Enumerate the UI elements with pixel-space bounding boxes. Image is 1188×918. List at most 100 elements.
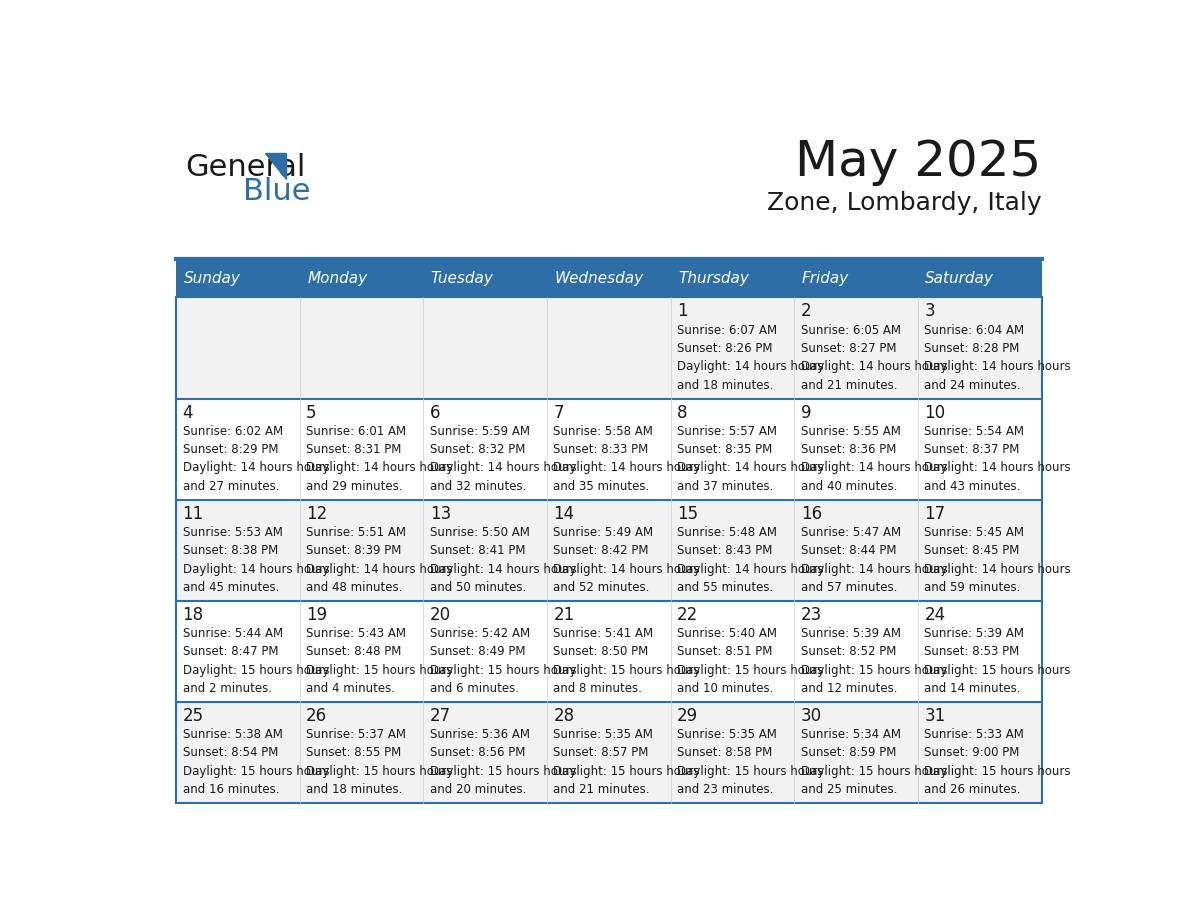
Text: and 2 minutes.: and 2 minutes. xyxy=(183,682,272,695)
Text: 17: 17 xyxy=(924,505,946,522)
Text: Daylight: 14 hours hours: Daylight: 14 hours hours xyxy=(307,462,453,475)
Text: Daylight: 15 hours hours: Daylight: 15 hours hours xyxy=(183,765,329,778)
Text: Sunset: 8:26 PM: Sunset: 8:26 PM xyxy=(677,342,772,355)
Text: 6: 6 xyxy=(430,404,441,421)
Text: Sunset: 8:33 PM: Sunset: 8:33 PM xyxy=(554,443,649,456)
Text: and 59 minutes.: and 59 minutes. xyxy=(924,581,1020,594)
Text: 12: 12 xyxy=(307,505,328,522)
Text: Sunrise: 5:53 AM: Sunrise: 5:53 AM xyxy=(183,526,283,539)
Text: Sunrise: 5:58 AM: Sunrise: 5:58 AM xyxy=(554,425,653,438)
Text: 16: 16 xyxy=(801,505,822,522)
Text: 27: 27 xyxy=(430,707,451,724)
Text: Sunset: 8:41 PM: Sunset: 8:41 PM xyxy=(430,544,525,557)
Text: Sunset: 8:37 PM: Sunset: 8:37 PM xyxy=(924,443,1019,456)
Text: Daylight: 15 hours hours: Daylight: 15 hours hours xyxy=(183,664,329,677)
Text: Sunrise: 6:05 AM: Sunrise: 6:05 AM xyxy=(801,324,901,337)
Text: and 45 minutes.: and 45 minutes. xyxy=(183,581,279,594)
Text: and 23 minutes.: and 23 minutes. xyxy=(677,783,773,796)
Text: Sunset: 8:55 PM: Sunset: 8:55 PM xyxy=(307,746,402,759)
Text: 1: 1 xyxy=(677,302,688,320)
Text: Sunrise: 5:40 AM: Sunrise: 5:40 AM xyxy=(677,627,777,640)
Text: Daylight: 14 hours hours: Daylight: 14 hours hours xyxy=(677,361,823,374)
Text: and 29 minutes.: and 29 minutes. xyxy=(307,480,403,493)
Text: Sunrise: 5:33 AM: Sunrise: 5:33 AM xyxy=(924,728,1024,741)
Text: and 43 minutes.: and 43 minutes. xyxy=(924,480,1020,493)
Text: Daylight: 14 hours hours: Daylight: 14 hours hours xyxy=(677,563,823,576)
Text: 5: 5 xyxy=(307,404,317,421)
Text: Daylight: 14 hours hours: Daylight: 14 hours hours xyxy=(801,462,947,475)
Text: Sunset: 9:00 PM: Sunset: 9:00 PM xyxy=(924,746,1019,759)
Text: 18: 18 xyxy=(183,606,203,623)
Text: Blue: Blue xyxy=(244,177,311,207)
FancyBboxPatch shape xyxy=(176,701,1042,803)
Text: Daylight: 14 hours hours: Daylight: 14 hours hours xyxy=(677,462,823,475)
FancyBboxPatch shape xyxy=(176,499,1042,600)
Text: Sunrise: 5:44 AM: Sunrise: 5:44 AM xyxy=(183,627,283,640)
Text: Sunrise: 5:35 AM: Sunrise: 5:35 AM xyxy=(677,728,777,741)
Text: 3: 3 xyxy=(924,302,935,320)
Text: Tuesday: Tuesday xyxy=(431,271,494,285)
Text: May 2025: May 2025 xyxy=(795,139,1042,186)
Text: Daylight: 15 hours hours: Daylight: 15 hours hours xyxy=(924,664,1070,677)
Text: Sunset: 8:51 PM: Sunset: 8:51 PM xyxy=(677,645,772,658)
Text: Sunrise: 5:37 AM: Sunrise: 5:37 AM xyxy=(307,728,406,741)
Text: Sunset: 8:47 PM: Sunset: 8:47 PM xyxy=(183,645,278,658)
Text: Sunrise: 5:39 AM: Sunrise: 5:39 AM xyxy=(801,627,901,640)
Text: Daylight: 15 hours hours: Daylight: 15 hours hours xyxy=(677,664,823,677)
FancyBboxPatch shape xyxy=(176,297,1042,398)
Text: 8: 8 xyxy=(677,404,688,421)
Text: Daylight: 14 hours hours: Daylight: 14 hours hours xyxy=(430,563,576,576)
Text: Sunset: 8:38 PM: Sunset: 8:38 PM xyxy=(183,544,278,557)
Text: Sunrise: 6:01 AM: Sunrise: 6:01 AM xyxy=(307,425,406,438)
Text: 15: 15 xyxy=(677,505,699,522)
Text: Daylight: 14 hours hours: Daylight: 14 hours hours xyxy=(554,462,700,475)
Text: 4: 4 xyxy=(183,404,194,421)
Text: Sunrise: 6:02 AM: Sunrise: 6:02 AM xyxy=(183,425,283,438)
Text: Sunset: 8:27 PM: Sunset: 8:27 PM xyxy=(801,342,896,355)
Text: 19: 19 xyxy=(307,606,328,623)
Text: Sunset: 8:43 PM: Sunset: 8:43 PM xyxy=(677,544,772,557)
Text: Daylight: 15 hours hours: Daylight: 15 hours hours xyxy=(307,765,453,778)
Text: Sunday: Sunday xyxy=(183,271,240,285)
Text: Daylight: 14 hours hours: Daylight: 14 hours hours xyxy=(307,563,453,576)
FancyBboxPatch shape xyxy=(176,600,1042,701)
Text: Daylight: 15 hours hours: Daylight: 15 hours hours xyxy=(801,664,947,677)
Text: Sunset: 8:42 PM: Sunset: 8:42 PM xyxy=(554,544,649,557)
Text: Daylight: 15 hours hours: Daylight: 15 hours hours xyxy=(554,664,700,677)
Text: Sunrise: 5:57 AM: Sunrise: 5:57 AM xyxy=(677,425,777,438)
Text: Sunrise: 5:50 AM: Sunrise: 5:50 AM xyxy=(430,526,530,539)
Text: Monday: Monday xyxy=(308,271,367,285)
Text: Sunset: 8:36 PM: Sunset: 8:36 PM xyxy=(801,443,896,456)
Text: Daylight: 15 hours hours: Daylight: 15 hours hours xyxy=(430,765,576,778)
Text: Daylight: 15 hours hours: Daylight: 15 hours hours xyxy=(307,664,453,677)
FancyBboxPatch shape xyxy=(176,398,1042,499)
Text: 9: 9 xyxy=(801,404,811,421)
Text: 25: 25 xyxy=(183,707,203,724)
Text: Sunset: 8:28 PM: Sunset: 8:28 PM xyxy=(924,342,1019,355)
Text: Sunset: 8:31 PM: Sunset: 8:31 PM xyxy=(307,443,402,456)
Text: 31: 31 xyxy=(924,707,946,724)
Text: Saturday: Saturday xyxy=(925,271,994,285)
Text: Sunrise: 5:41 AM: Sunrise: 5:41 AM xyxy=(554,627,653,640)
Text: Sunrise: 5:35 AM: Sunrise: 5:35 AM xyxy=(554,728,653,741)
Text: Daylight: 14 hours hours: Daylight: 14 hours hours xyxy=(924,361,1072,374)
Text: Sunset: 8:52 PM: Sunset: 8:52 PM xyxy=(801,645,896,658)
Text: and 32 minutes.: and 32 minutes. xyxy=(430,480,526,493)
Text: 30: 30 xyxy=(801,707,822,724)
Text: and 16 minutes.: and 16 minutes. xyxy=(183,783,279,796)
Text: Sunrise: 5:47 AM: Sunrise: 5:47 AM xyxy=(801,526,901,539)
Text: and 10 minutes.: and 10 minutes. xyxy=(677,682,773,695)
Text: 28: 28 xyxy=(554,707,575,724)
Text: 20: 20 xyxy=(430,606,451,623)
Text: Daylight: 14 hours hours: Daylight: 14 hours hours xyxy=(554,563,700,576)
Text: 24: 24 xyxy=(924,606,946,623)
Text: and 21 minutes.: and 21 minutes. xyxy=(554,783,650,796)
Text: and 27 minutes.: and 27 minutes. xyxy=(183,480,279,493)
Text: 14: 14 xyxy=(554,505,575,522)
Text: Sunset: 8:39 PM: Sunset: 8:39 PM xyxy=(307,544,402,557)
Text: Daylight: 14 hours hours: Daylight: 14 hours hours xyxy=(430,462,576,475)
Text: Sunset: 8:56 PM: Sunset: 8:56 PM xyxy=(430,746,525,759)
Text: and 20 minutes.: and 20 minutes. xyxy=(430,783,526,796)
Text: Sunrise: 5:39 AM: Sunrise: 5:39 AM xyxy=(924,627,1024,640)
Text: 21: 21 xyxy=(554,606,575,623)
